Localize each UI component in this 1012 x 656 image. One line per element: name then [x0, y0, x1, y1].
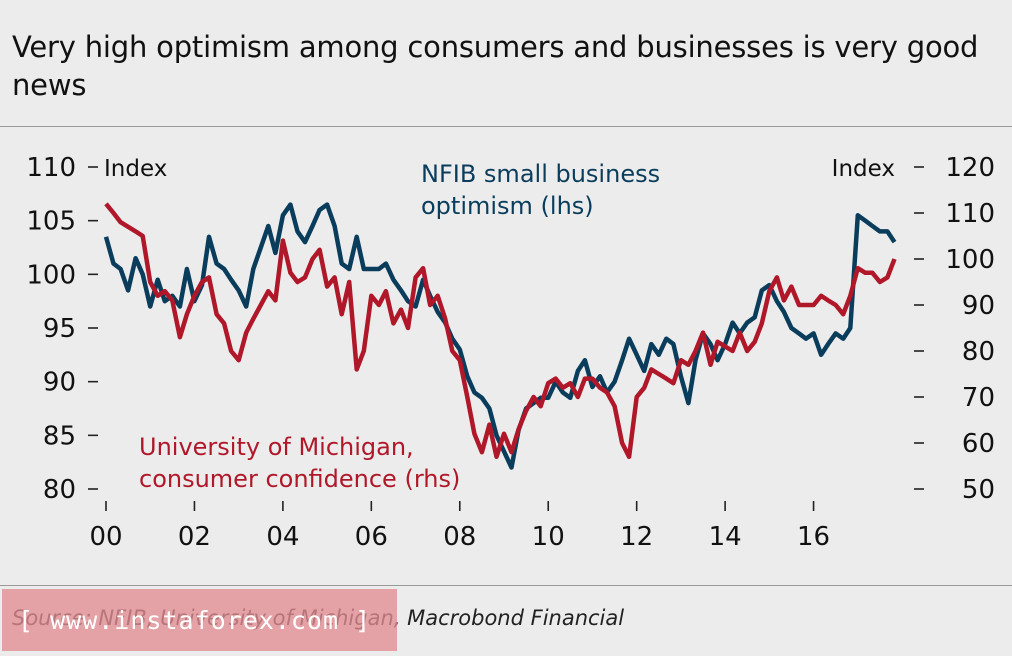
umich-series-label: University of Michigan, consumer confiden… [139, 433, 460, 493]
right-tick-label: 90 [962, 291, 995, 321]
left-axis-ticks: 110 105 100 95 90 85 80 [26, 153, 98, 505]
right-tick-label: 100 [945, 245, 995, 275]
watermark-banner: [ www.instaforex.com ] [2, 589, 397, 651]
x-tick-label: 12 [620, 522, 653, 552]
x-tick-label: 08 [443, 522, 476, 552]
right-axis-label: Index [832, 156, 895, 182]
left-tick-label: 110 [26, 153, 76, 183]
right-axis-ticks: 120 110 100 90 80 70 60 50 [914, 153, 995, 505]
right-tick-label: 80 [962, 337, 995, 367]
x-tick-label: 10 [532, 522, 565, 552]
left-axis-label: Index [104, 156, 167, 182]
right-tick-label: 110 [945, 199, 995, 229]
x-tick-label: 14 [709, 522, 742, 552]
x-tick-label: 00 [89, 522, 122, 552]
x-tick-label: 04 [266, 522, 299, 552]
x-tick-label: 02 [178, 522, 211, 552]
chart-title: Very high optimism among consumers and b… [12, 30, 979, 102]
nfib-series-label: NFIB small business optimism (lhs) [421, 160, 660, 220]
source-divider [0, 585, 1012, 586]
left-tick-label: 90 [43, 368, 76, 398]
left-tick-label: 80 [43, 475, 76, 505]
left-tick-label: 100 [26, 260, 76, 290]
nfib-series-line [103, 202, 897, 470]
left-tick-label: 85 [43, 421, 76, 451]
title-divider [0, 126, 1012, 127]
x-tick-label: 06 [355, 522, 388, 552]
left-tick-label: 95 [43, 314, 76, 344]
right-tick-label: 50 [962, 475, 995, 505]
chart-area: 110 105 100 95 90 85 80 120 110 100 90 80 70 60 50 00… [26, 153, 995, 552]
x-axis-ticks: 00 02 04 06 08 10 12 14 16 [89, 501, 830, 552]
left-tick-label: 105 [26, 207, 76, 237]
x-tick-label: 16 [797, 522, 830, 552]
right-tick-label: 120 [945, 153, 995, 183]
umich-series-line [104, 202, 897, 460]
right-tick-label: 60 [962, 429, 995, 459]
right-tick-label: 70 [962, 383, 995, 413]
